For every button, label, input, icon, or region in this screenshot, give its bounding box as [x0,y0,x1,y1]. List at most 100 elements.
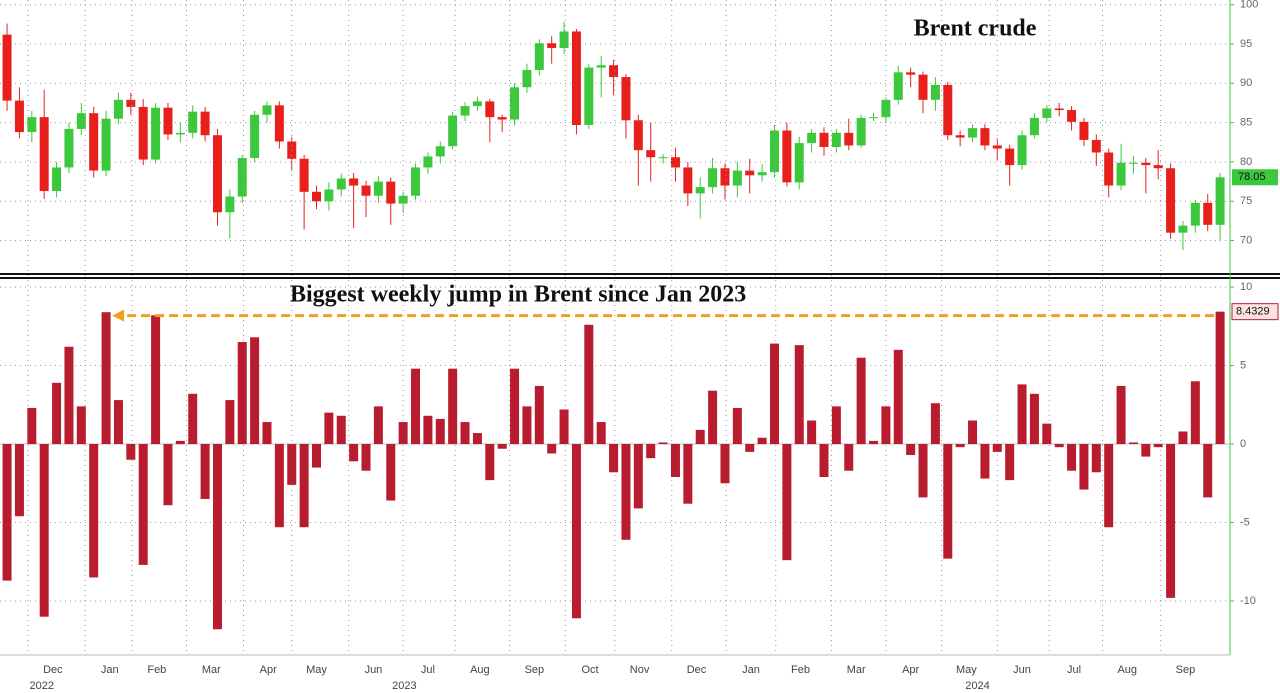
bar [349,444,359,462]
candle-body [175,132,185,135]
bar [113,400,123,445]
bar [745,444,755,452]
candle-body [163,107,173,135]
bar [274,444,284,528]
bar [101,312,111,445]
bar [807,420,817,445]
bar [1005,444,1015,481]
x-tick-label: Jul [421,664,435,676]
x-tick-label: Nov [630,664,650,676]
candle-body [1141,162,1151,166]
bar [237,342,247,445]
bar [250,337,260,445]
bar [819,444,829,477]
chart-title: Brent crude [914,16,1037,42]
candle-body [856,117,866,146]
bar [163,444,173,506]
candle-body [101,118,111,171]
candle-body [472,101,482,107]
bar [930,403,940,445]
candle-body [980,128,990,146]
candle-body [373,181,383,196]
bar [76,406,86,445]
candle-body [559,31,569,48]
candle-body [968,128,978,138]
candle-body [349,178,359,186]
candle-body [497,117,507,120]
candle-body [646,150,656,158]
bar [633,444,643,509]
candle-body [757,172,767,176]
candle-body [633,120,643,151]
bar [893,349,903,445]
candle-body [411,167,421,196]
bar [596,422,606,445]
candle-body [1104,152,1114,186]
bar [460,422,470,445]
candle-body [1054,108,1064,111]
candle-body [27,117,37,133]
bar [1203,444,1213,498]
candle-body [745,170,755,176]
candle-body [955,135,965,138]
bar [869,440,879,445]
bar [621,444,631,540]
bar [64,346,74,445]
bar [584,324,594,445]
candle-body [794,143,804,183]
candle-body [1079,121,1089,140]
bar [856,357,866,445]
bar [571,444,581,619]
bar [27,407,37,445]
x-tick-label: Jan [742,664,760,676]
candle-body [237,158,247,197]
candle-body [918,74,928,100]
bar [1067,444,1077,471]
candle-body [1029,117,1039,136]
candle-body [683,167,693,194]
bar [918,444,928,498]
candle-body [992,145,1002,149]
candle-body [930,84,940,100]
bar [2,444,12,581]
y-tick-label: 70 [1240,234,1252,246]
candle-body [113,99,123,119]
last-value-label: 78.05 [1238,171,1266,183]
candle-body [621,77,631,121]
bar [609,444,619,473]
candle-body [819,132,829,148]
bar [1116,385,1126,445]
bar [151,315,161,445]
year-label: 2022 [29,680,53,692]
annotation-arrowhead [112,309,125,322]
candle-body [52,167,62,192]
candle-body [448,115,458,147]
bar [658,442,668,445]
bar [732,407,742,445]
bar [188,393,198,445]
bar [126,444,136,460]
candle-body [274,105,284,142]
bar [522,406,532,445]
candle-body [485,101,495,118]
y-tick-label: 100 [1240,0,1258,11]
x-tick-label: Feb [791,664,810,676]
y-tick-label: 5 [1240,359,1246,371]
candle-body [831,132,841,148]
x-tick-label: Jan [101,664,119,676]
x-tick-label: Sep [525,664,545,676]
candle-body [225,196,235,213]
bar [299,444,309,528]
bar [1128,442,1138,445]
last-value-label: 8.4329 [1236,306,1270,318]
candle-body [76,113,86,129]
bar [992,444,1002,452]
candle-body [844,132,854,146]
bar [646,444,656,459]
candle-body [695,187,705,194]
candle-body [534,43,544,70]
candle-body [212,135,222,213]
candle-body [1017,135,1027,166]
bar [361,444,371,471]
